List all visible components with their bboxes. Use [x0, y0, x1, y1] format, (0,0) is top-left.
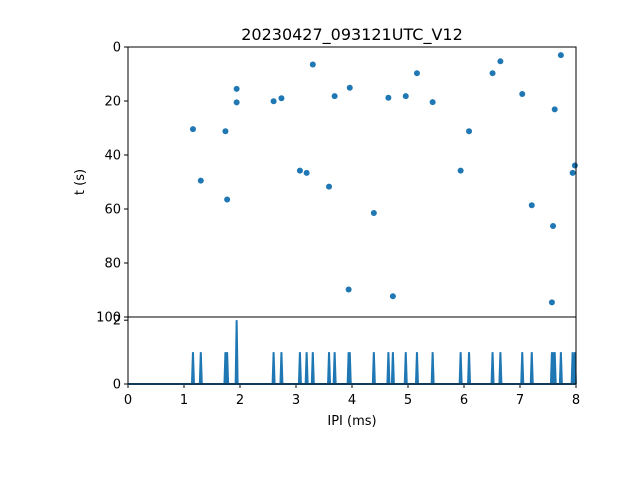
scatter-point: [296, 167, 303, 174]
histogram-y-tick-label: 0: [113, 378, 121, 393]
x-tick-label: 5: [404, 393, 412, 408]
scatter-point: [466, 128, 473, 135]
x-tick-label: 2: [236, 393, 244, 408]
scatter-point: [429, 99, 436, 106]
scatter-point: [389, 293, 396, 300]
scatter-point: [569, 169, 576, 176]
scatter-point: [402, 93, 409, 100]
scatter-point: [303, 169, 310, 176]
scatter-point: [197, 177, 204, 184]
scatter-point: [370, 210, 377, 217]
scatter-y-tick-label: 40: [104, 149, 121, 164]
scatter-point: [345, 286, 352, 293]
scatter-y-ticks: 0 20 40 60 80 100: [96, 41, 128, 326]
scatter-y-tick-label: 80: [104, 257, 121, 272]
scatter-y-tick-label: 100: [96, 311, 121, 326]
scatter-point: [413, 70, 420, 77]
scatter-point: [224, 196, 231, 203]
scatter-point: [528, 202, 535, 209]
scatter-point: [278, 95, 285, 102]
x-tick-label: 0: [124, 393, 132, 408]
scatter-point: [571, 162, 578, 169]
scatter-point: [189, 126, 196, 133]
histogram-plot: 0 1 2 3 4 5 6 7 8 0 2 IPI (ms): [113, 314, 580, 429]
scatter-plot: 0 20 40 60 80 100 t (s): [73, 41, 578, 326]
histogram-ticks: 0 1 2 3 4 5 6 7 8 0 2: [113, 314, 580, 408]
scatter-point: [346, 84, 353, 91]
scatter-point: [233, 99, 240, 106]
scatter-y-tick-label: 20: [104, 95, 121, 110]
scatter-points: [189, 52, 578, 306]
x-tick-label: 4: [348, 393, 356, 408]
histogram-y-tick-label: 2: [113, 314, 121, 329]
x-axis-label: IPI (ms): [327, 414, 376, 429]
scatter-point: [557, 52, 564, 59]
scatter-point: [519, 90, 526, 97]
scatter-point: [309, 61, 316, 68]
x-tick-label: 1: [180, 393, 188, 408]
scatter-y-tick-label: 60: [104, 203, 121, 218]
chart-title: 20230427_093121UTC_V12: [241, 25, 463, 45]
scatter-point: [326, 183, 333, 190]
scatter-point: [551, 106, 558, 113]
x-tick-label: 8: [572, 393, 580, 408]
scatter-point: [385, 94, 392, 101]
scatter-y-label: t (s): [73, 169, 88, 195]
scatter-point: [497, 58, 504, 65]
scatter-point: [222, 128, 229, 135]
x-tick-label: 7: [516, 393, 524, 408]
scatter-point: [489, 70, 496, 77]
x-tick-label: 6: [460, 393, 468, 408]
scatter-point: [331, 93, 338, 100]
scatter-y-tick-label: 0: [113, 41, 121, 56]
x-tick-label: 3: [292, 393, 300, 408]
scatter-point: [548, 299, 555, 306]
scatter-point: [550, 223, 557, 230]
scatter-point: [457, 167, 464, 174]
scatter-point: [270, 98, 277, 105]
histogram-frame: [127, 316, 577, 385]
scatter-point: [233, 85, 240, 92]
